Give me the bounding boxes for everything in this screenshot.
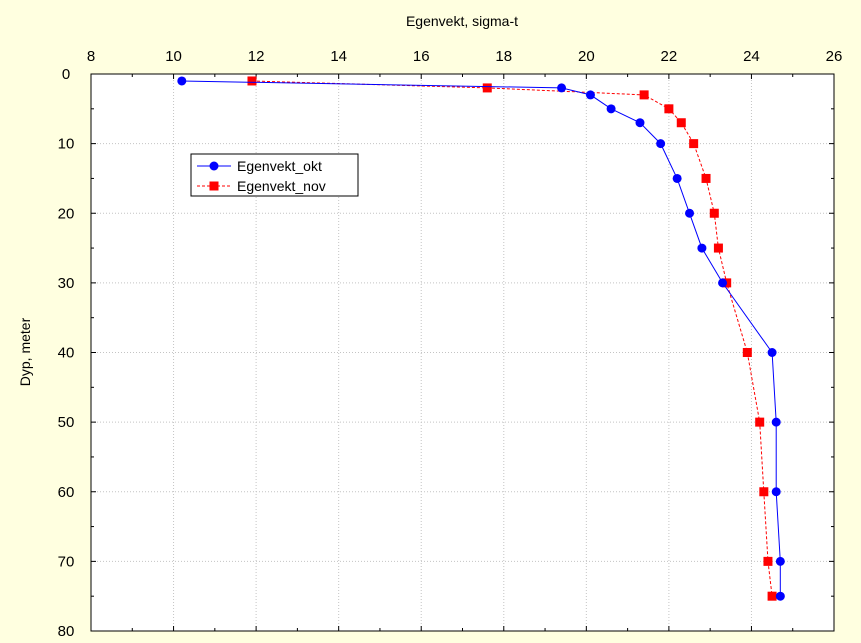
series-Egenvekt_nov — [247, 76, 777, 601]
y-tick-label: 40 — [58, 345, 75, 362]
y-tick-label: 10 — [58, 136, 75, 153]
data-point — [635, 118, 645, 128]
data-point — [775, 556, 785, 566]
data-point — [767, 591, 777, 601]
data-point — [697, 243, 707, 253]
data-point — [672, 173, 682, 183]
y-tick-label: 0 — [62, 66, 70, 83]
data-point — [689, 139, 699, 149]
y-tick-label: 70 — [58, 553, 75, 570]
data-point — [656, 139, 666, 149]
x-axis-title: Egenvekt, sigma-t — [406, 13, 518, 29]
data-point — [718, 278, 728, 288]
data-point — [247, 76, 257, 86]
x-tick-label: 14 — [330, 48, 347, 65]
data-point — [482, 83, 492, 93]
legend: Egenvekt_okt Egenvekt_nov — [190, 153, 359, 197]
data-point — [585, 90, 595, 100]
data-point — [755, 417, 765, 427]
data-point — [606, 104, 616, 114]
y-tick-label: 20 — [58, 205, 75, 222]
x-tick-label: 20 — [578, 48, 595, 65]
y-tick-label: 80 — [58, 623, 75, 640]
x-tick-label: 16 — [413, 48, 430, 65]
data-point — [713, 243, 723, 253]
grid — [91, 74, 834, 631]
y-tick-label: 60 — [58, 484, 75, 501]
data-point — [771, 417, 781, 427]
x-tick-label: 24 — [743, 48, 760, 65]
x-tick-label: 26 — [826, 48, 843, 65]
data-point — [676, 118, 686, 128]
data-point — [685, 208, 695, 218]
legend-box — [190, 153, 359, 197]
legend-label-okt: Egenvekt_okt — [237, 158, 322, 174]
legend-marker-okt — [209, 161, 219, 171]
y-tick-label: 50 — [58, 414, 75, 431]
data-point — [709, 208, 719, 218]
y-tick-labels: 0 10 20 30 40 50 60 70 80 — [58, 66, 75, 640]
data-point — [775, 591, 785, 601]
data-point — [701, 173, 711, 183]
data-point — [177, 76, 187, 86]
tick-marks — [90, 73, 835, 632]
data-point — [763, 556, 773, 566]
y-axis-title: Dyp, meter — [17, 317, 33, 386]
data-point — [759, 487, 769, 497]
data-point — [742, 348, 752, 357]
x-tick-label: 10 — [165, 48, 182, 65]
y-tick-label: 30 — [58, 275, 75, 292]
data-point — [767, 348, 777, 357]
x-tick-label: 8 — [87, 48, 95, 65]
x-tick-label: 12 — [248, 48, 265, 65]
data-point — [557, 83, 567, 93]
series-Egenvekt_okt — [177, 76, 785, 601]
x-tick-label: 18 — [495, 48, 512, 65]
x-tick-label: 22 — [661, 48, 678, 65]
data-point — [771, 487, 781, 497]
data-point — [664, 104, 674, 114]
legend-marker-nov — [209, 181, 219, 191]
data-point — [639, 90, 649, 100]
x-tick-labels: 8 10 12 14 16 18 20 22 24 26 — [87, 48, 843, 65]
legend-label-nov: Egenvekt_nov — [237, 178, 326, 194]
series-layer — [177, 76, 785, 601]
